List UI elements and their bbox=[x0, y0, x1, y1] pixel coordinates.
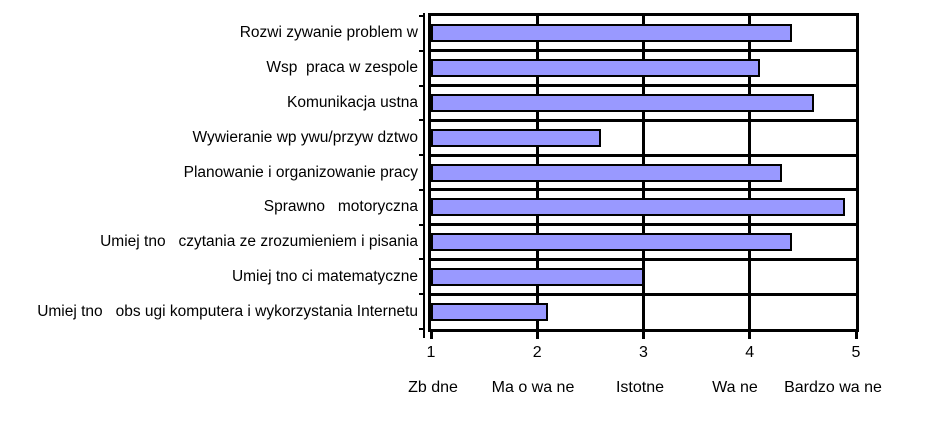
value-tick-label: 4 bbox=[745, 344, 755, 361]
category-tick bbox=[419, 328, 424, 330]
bar bbox=[431, 128, 601, 147]
scale-label: Ma o wa ne bbox=[491, 379, 575, 396]
category-gridline bbox=[431, 292, 856, 296]
bar bbox=[431, 93, 814, 112]
category-label: Umiej tno czytania ze zrozumieniem i pis… bbox=[100, 233, 418, 251]
value-tick bbox=[854, 329, 858, 339]
value-tick bbox=[642, 329, 645, 339]
value-tick-label: 1 bbox=[426, 344, 436, 361]
scale-label: Bardzo wa ne bbox=[784, 379, 882, 396]
category-gridline bbox=[431, 153, 856, 157]
category-tick bbox=[419, 119, 424, 122]
category-gridline bbox=[431, 257, 856, 261]
bar bbox=[431, 59, 761, 78]
y-axis-line bbox=[423, 13, 425, 338]
category-label: Wywieranie wp ywu/przyw dztwo bbox=[192, 128, 418, 146]
bar bbox=[431, 163, 782, 182]
scale-label: Wa ne bbox=[712, 379, 758, 396]
category-gridline bbox=[431, 118, 856, 122]
category-label: Umiej tno ci matematyczne bbox=[231, 267, 418, 285]
category-tick bbox=[419, 188, 424, 191]
scale-label: Istotne bbox=[615, 379, 665, 396]
plot-area bbox=[428, 13, 859, 332]
category-gridline bbox=[431, 84, 856, 88]
bar bbox=[431, 24, 793, 43]
bar bbox=[431, 267, 644, 286]
category-label: Umiej tno obs ugi komputera i wykorzysta… bbox=[37, 302, 418, 320]
bar bbox=[431, 198, 846, 217]
category-tick bbox=[419, 84, 424, 87]
category-label: Planowanie i organizowanie pracy bbox=[183, 163, 418, 181]
category-tick bbox=[419, 15, 424, 17]
category-gridline bbox=[431, 49, 856, 53]
category-tick bbox=[419, 258, 424, 261]
category-tick bbox=[419, 49, 424, 52]
value-tick bbox=[429, 329, 433, 339]
category-tick bbox=[419, 293, 424, 296]
category-tick bbox=[419, 223, 424, 226]
value-tick-label: 2 bbox=[532, 344, 542, 361]
value-tick bbox=[748, 329, 752, 339]
category-gridline bbox=[431, 223, 856, 227]
scale-label: Zb dne bbox=[408, 379, 458, 396]
bar bbox=[431, 233, 793, 252]
category-label: Wsp praca w zespole bbox=[266, 59, 418, 77]
value-tick-label: 5 bbox=[851, 344, 861, 361]
bar bbox=[431, 302, 548, 321]
category-tick bbox=[419, 154, 424, 157]
value-tick bbox=[535, 329, 539, 339]
category-label: Rozwi zywanie problem w bbox=[239, 24, 418, 42]
category-label: Sprawno motoryczna bbox=[263, 198, 418, 216]
category-gridline bbox=[431, 188, 856, 192]
category-label: Komunikacja ustna bbox=[287, 93, 418, 111]
value-tick-label: 3 bbox=[639, 344, 648, 361]
